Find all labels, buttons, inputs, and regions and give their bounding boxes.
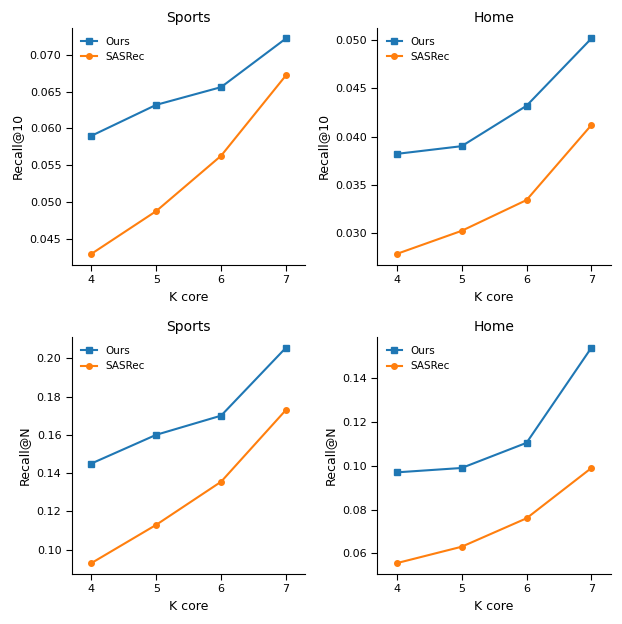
- Line: Ours: Ours: [88, 345, 289, 466]
- Ours: [152, 431, 160, 439]
- Legend: Ours, SASRec: Ours, SASRec: [77, 33, 149, 66]
- Legend: Ours, SASRec: Ours, SASRec: [77, 342, 149, 376]
- Ours: [282, 344, 290, 351]
- Y-axis label: Recall@10: Recall@10: [11, 113, 24, 179]
- SASRec: [523, 197, 531, 204]
- Ours: [523, 102, 531, 110]
- Line: Ours: Ours: [394, 345, 594, 475]
- Title: Home: Home: [473, 11, 514, 25]
- SASRec: [88, 559, 95, 567]
- Title: Sports: Sports: [167, 320, 211, 334]
- X-axis label: K core: K core: [169, 600, 208, 613]
- Ours: [152, 101, 160, 109]
- Ours: [393, 469, 401, 476]
- Ours: [588, 35, 595, 42]
- Line: SASRec: SASRec: [394, 122, 594, 256]
- Ours: [458, 464, 465, 472]
- Ours: [588, 344, 595, 351]
- Ours: [523, 439, 531, 447]
- Title: Sports: Sports: [167, 11, 211, 25]
- Ours: [217, 84, 225, 91]
- Ours: [393, 150, 401, 158]
- Legend: Ours, SASRec: Ours, SASRec: [383, 342, 454, 376]
- SASRec: [523, 515, 531, 522]
- SASRec: [458, 227, 465, 235]
- Y-axis label: Recall@10: Recall@10: [317, 113, 330, 179]
- SASRec: [588, 121, 595, 129]
- SASRec: [217, 478, 225, 485]
- Y-axis label: Recall@N: Recall@N: [18, 426, 31, 485]
- X-axis label: K core: K core: [169, 291, 208, 304]
- Ours: [217, 412, 225, 419]
- Line: SASRec: SASRec: [88, 407, 289, 566]
- Title: Home: Home: [473, 320, 514, 334]
- SASRec: [88, 250, 95, 258]
- SASRec: [393, 250, 401, 258]
- SASRec: [152, 521, 160, 529]
- Ours: [88, 460, 95, 467]
- SASRec: [393, 559, 401, 567]
- Line: SASRec: SASRec: [88, 72, 289, 256]
- X-axis label: K core: K core: [475, 600, 514, 613]
- SASRec: [282, 406, 290, 414]
- SASRec: [282, 72, 290, 79]
- Line: Ours: Ours: [394, 36, 594, 157]
- Y-axis label: Recall@N: Recall@N: [323, 426, 337, 485]
- SASRec: [217, 152, 225, 160]
- Ours: [458, 142, 465, 150]
- SASRec: [588, 464, 595, 472]
- X-axis label: K core: K core: [475, 291, 514, 304]
- SASRec: [152, 207, 160, 215]
- Ours: [88, 132, 95, 140]
- Ours: [282, 35, 290, 42]
- Line: Ours: Ours: [88, 36, 289, 139]
- Line: SASRec: SASRec: [394, 466, 594, 566]
- SASRec: [458, 543, 465, 550]
- Legend: Ours, SASRec: Ours, SASRec: [383, 33, 454, 66]
